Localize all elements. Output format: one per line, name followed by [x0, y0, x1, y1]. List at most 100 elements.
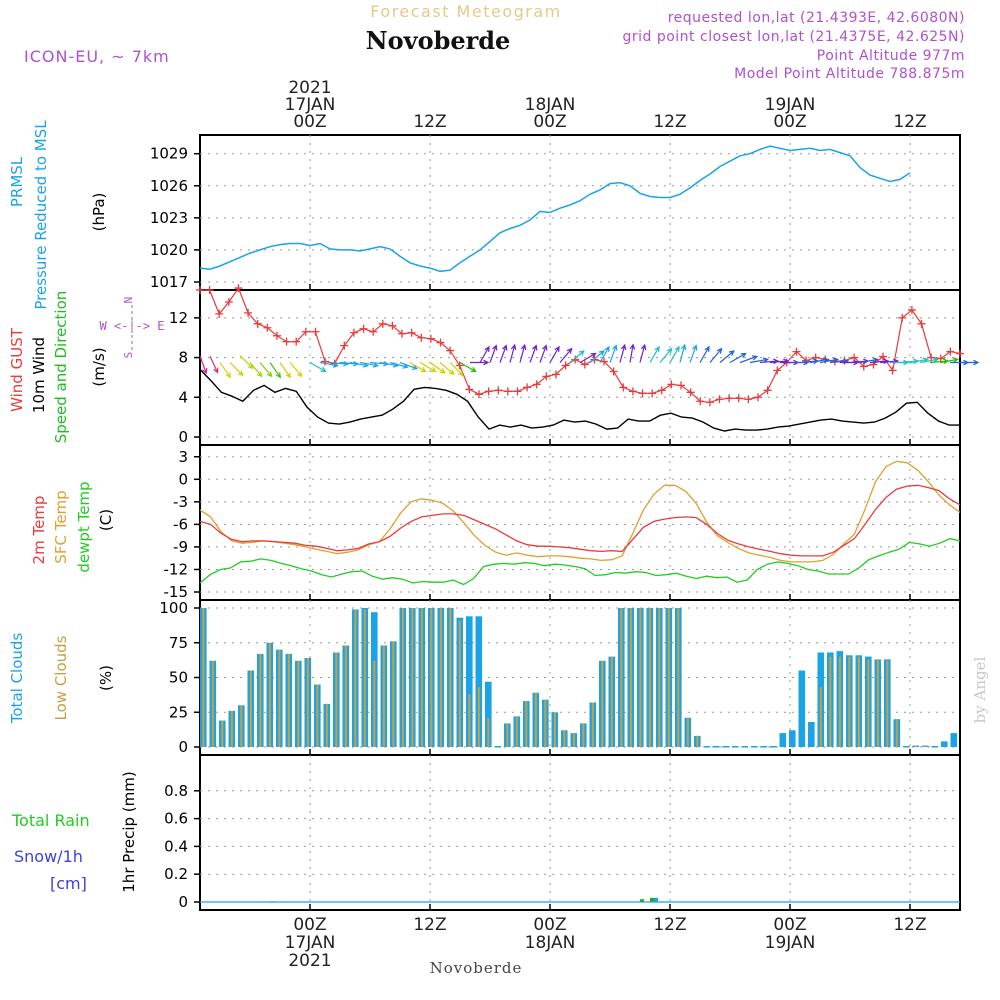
- low-cloud-bar: [829, 656, 832, 747]
- wind-direction-arrow: [919, 357, 939, 364]
- low-cloud-bar: [838, 656, 841, 747]
- gust-marker: [715, 395, 724, 404]
- model-altitude: Model Point Altitude 788.875m: [734, 66, 965, 82]
- panel-frame: [199, 754, 961, 911]
- gust-marker: [436, 338, 445, 347]
- top-date-label: 17JAN: [285, 95, 336, 115]
- model-label: ICON-EU, ~ 7km: [24, 47, 170, 66]
- gust-marker: [725, 394, 734, 403]
- gust-marker: [542, 372, 551, 381]
- low-cloud-bar: [677, 608, 680, 747]
- pressure-unit: (hPa): [90, 193, 108, 232]
- wind-direction-arrow: [699, 345, 710, 363]
- total-cloud-bar: [779, 733, 787, 747]
- wind-compass: W <-|-> ENS: [99, 297, 164, 359]
- y-tick-label: 50: [169, 669, 188, 687]
- wind-direction-arrow: [359, 361, 380, 368]
- wind-direction-arrow: [259, 362, 273, 378]
- low-cloud-bar: [544, 699, 547, 747]
- bottom-hour-label: 00Z: [533, 915, 566, 935]
- gust-marker: [628, 387, 637, 396]
- y-tick-label: 100: [159, 599, 188, 617]
- low-cloud-bar: [249, 670, 252, 747]
- wind-direction-arrow: [709, 347, 723, 363]
- total-cloud-bar: [722, 746, 730, 748]
- gust-marker: [571, 355, 580, 364]
- wind-direction-arrow: [559, 347, 573, 363]
- bottom-hour-label: 00Z: [773, 915, 806, 935]
- gust-marker: [282, 337, 291, 346]
- y-tick-label: 25: [169, 703, 188, 721]
- wind-direction-arrow: [509, 343, 517, 363]
- low-cloud-bar: [658, 608, 661, 747]
- gust-marker: [494, 386, 503, 395]
- wind-direction-arrow: [219, 362, 232, 379]
- y-tick-label: 0: [178, 470, 188, 488]
- gust-marker: [253, 319, 262, 328]
- low-cloud-bar: [230, 710, 233, 747]
- low-cloud-bar: [211, 660, 214, 747]
- wind-direction-arrow: [549, 345, 560, 363]
- y-tick-label: -9: [173, 538, 188, 556]
- compass-south: S: [122, 352, 135, 359]
- gust-marker: [753, 393, 762, 402]
- total-cloud-bar: [494, 746, 502, 748]
- wind-direction-arrow: [669, 345, 680, 363]
- temp-2m-label: 2m Temp: [30, 496, 48, 565]
- low-cloud-bar: [373, 660, 376, 747]
- low-cloud-bar: [867, 659, 870, 747]
- total-cloud-bar: [808, 722, 815, 747]
- bottom-date-label: 17JAN: [285, 933, 336, 953]
- top-year-label: 2021: [288, 78, 331, 98]
- gust-marker: [705, 398, 714, 407]
- total-cloud-bar: [741, 746, 749, 748]
- wind-direction-arrow: [229, 362, 244, 377]
- wind-speed-line: [199, 369, 960, 432]
- gust-marker: [773, 366, 782, 375]
- low-cloud-bar: [392, 641, 395, 747]
- total-cloud-bar: [941, 741, 948, 747]
- gust-marker: [263, 323, 272, 332]
- gust-marker: [744, 395, 753, 404]
- gust-marker: [580, 360, 589, 369]
- low-cloud-bar: [648, 608, 651, 747]
- low-cloud-bar: [686, 717, 689, 747]
- total-cloud-bar: [798, 670, 806, 747]
- low-cloud-bar: [449, 608, 452, 747]
- gust-marker: [667, 380, 676, 389]
- low-cloud-bar: [468, 694, 471, 747]
- gust-marker: [349, 328, 358, 337]
- wind-direction-arrow: [639, 343, 647, 363]
- gust-marker: [888, 366, 897, 375]
- total-cloud-bar: [466, 616, 473, 747]
- wind-direction-arrow: [689, 344, 698, 363]
- low-cloud-bar: [354, 609, 357, 747]
- gust-marker: [763, 386, 772, 395]
- snow-bar: [654, 897, 658, 902]
- low-cloud-bar: [363, 609, 366, 747]
- gust-marker: [734, 394, 743, 403]
- wind-direction-arrow: [579, 352, 597, 364]
- point-altitude: Point Altitude 977m: [817, 48, 965, 64]
- gust-marker: [407, 328, 416, 337]
- low-cloud-bar: [411, 608, 414, 747]
- rain-bar: [640, 899, 644, 902]
- total-cloud-bar: [475, 616, 483, 747]
- total-cloud-bar: [903, 746, 910, 748]
- wind-direction-arrow: [279, 362, 292, 379]
- low-cloud-bar: [515, 716, 518, 747]
- top-date-label: 19JAN: [765, 95, 816, 115]
- gust-marker: [609, 367, 618, 376]
- chart-panels: 1017 1020 1023 1026 1029 PRMSL Pressure Reduce…: [8, 120, 980, 911]
- wind-direction-arrow: [729, 352, 747, 364]
- wind-unit: (m/s): [90, 347, 108, 386]
- total-clouds-label: Total Clouds: [8, 633, 26, 725]
- total-cloud-bar: [931, 746, 939, 748]
- total-cloud-bar: [703, 746, 711, 748]
- low-cloud-bar: [287, 653, 290, 747]
- footer-location: Novoberde: [430, 959, 523, 977]
- low-cloud-bar: [259, 653, 262, 747]
- bottom-date-label: 18JAN: [525, 933, 576, 953]
- y-tick-label: 0.6: [164, 810, 188, 828]
- wind-direction-arrow: [679, 343, 687, 363]
